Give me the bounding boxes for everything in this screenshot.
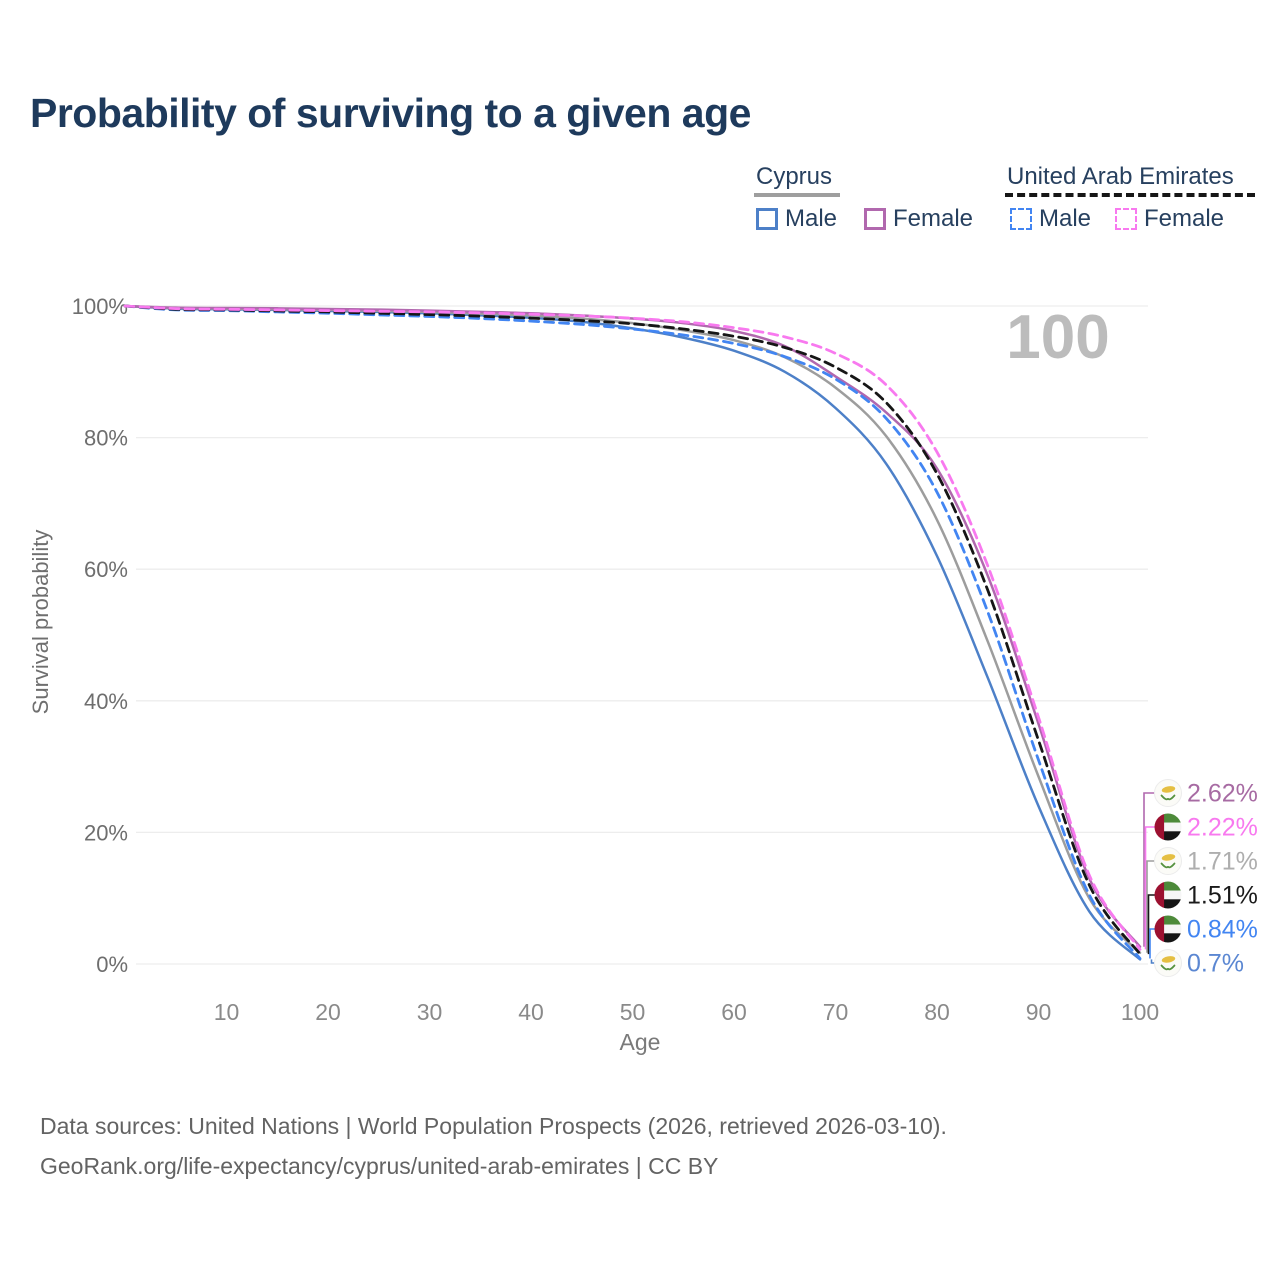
uae-female-swatch-icon bbox=[1115, 208, 1137, 230]
cyprus-solid-line-swatch bbox=[754, 193, 840, 197]
legend-label: Male bbox=[1039, 205, 1092, 232]
y-tick-label: 80% bbox=[84, 426, 128, 451]
chart-legend: Cyprus United Arab Emirates Male Female … bbox=[0, 0, 1280, 250]
end-label-cyprus-female: 2.62% bbox=[1187, 780, 1258, 808]
y-tick-label: 20% bbox=[84, 820, 128, 845]
cyprus-male-swatch-icon bbox=[756, 208, 778, 230]
legend-label: Male bbox=[785, 205, 838, 232]
legend-item-cyprus-male[interactable]: Male bbox=[756, 205, 837, 233]
age-counter-watermark: 100 bbox=[1006, 303, 1109, 372]
end-label-cyprus-male: 0.7% bbox=[1187, 950, 1244, 978]
chart-title: Probability of surviving to a given age bbox=[30, 90, 751, 136]
leader-line-uae-male bbox=[1149, 928, 1155, 959]
uae-flag-icon bbox=[1154, 881, 1182, 909]
legend-label: Female bbox=[1144, 205, 1225, 232]
uae-flag-icon bbox=[1154, 915, 1182, 943]
footer: Data sources: United Nations | World Pop… bbox=[40, 1106, 947, 1186]
leader-line-cyprus-male bbox=[1150, 959, 1155, 964]
series-line-cyprus-male bbox=[123, 304, 1142, 961]
y-tick-label: 60% bbox=[84, 557, 128, 582]
x-axis-ticks: 10 20 30 40 50 60 70 80 90 100 bbox=[214, 999, 1159, 1025]
legend-item-uae-female[interactable]: Female bbox=[1115, 205, 1224, 233]
leader-line-uae-total bbox=[1147, 894, 1155, 955]
end-value-labels: 2.62% 2.22% 1.71% 1.51% 0.84% 0.7% bbox=[1143, 779, 1258, 978]
x-tick-label: 20 bbox=[315, 999, 341, 1025]
legend-item-cyprus-female[interactable]: Female bbox=[864, 205, 973, 233]
x-tick-label: 40 bbox=[518, 999, 544, 1025]
end-label-cyprus-total: 1.71% bbox=[1187, 848, 1258, 876]
end-label-uae-male: 0.84% bbox=[1187, 916, 1258, 944]
leader-line-cyprus-female bbox=[1143, 792, 1155, 947]
leader-line-uae-female bbox=[1144, 826, 1155, 950]
x-tick-label: 10 bbox=[214, 999, 240, 1025]
x-tick-label: 100 bbox=[1121, 999, 1159, 1025]
legend-label: Female bbox=[893, 205, 974, 232]
legend-group-cyprus-label: Cyprus bbox=[756, 163, 833, 190]
x-tick-label: 80 bbox=[924, 999, 950, 1025]
footer-url: GeoRank.org/life-expectancy/cyprus/unite… bbox=[40, 1153, 719, 1179]
legend-group-uae-label: United Arab Emirates bbox=[1007, 163, 1234, 190]
footer-sources: Data sources: United Nations | World Pop… bbox=[40, 1113, 947, 1139]
series-line-uae-female bbox=[123, 304, 1142, 951]
cyprus-flag-icon bbox=[1154, 949, 1182, 977]
cyprus-flag-icon bbox=[1154, 847, 1182, 875]
end-label-uae-total: 1.51% bbox=[1187, 882, 1258, 910]
x-tick-label: 90 bbox=[1026, 999, 1052, 1025]
series-line-uae-total bbox=[123, 304, 1142, 956]
series-line-cyprus-female bbox=[123, 304, 1142, 949]
y-tick-label: 0% bbox=[96, 952, 128, 977]
uae-dashed-line-swatch bbox=[1005, 193, 1255, 197]
y-axis-title: Survival probability bbox=[28, 530, 53, 715]
y-tick-label: 40% bbox=[84, 689, 128, 714]
series-lines bbox=[123, 304, 1142, 961]
uae-flag-icon bbox=[1154, 813, 1182, 841]
cyprus-flag-icon bbox=[1154, 779, 1182, 807]
x-tick-label: 50 bbox=[620, 999, 646, 1025]
uae-male-swatch-icon bbox=[1010, 208, 1032, 230]
x-tick-label: 60 bbox=[721, 999, 747, 1025]
x-axis-title: Age bbox=[620, 1029, 661, 1055]
y-tick-label: 100% bbox=[72, 294, 128, 319]
x-tick-label: 70 bbox=[823, 999, 849, 1025]
gridlines: 100% 80% 60% 40% 20% 0% bbox=[72, 294, 1148, 977]
series-line-cyprus-total bbox=[123, 304, 1142, 954]
series-line-uae-male bbox=[123, 304, 1142, 960]
legend-item-uae-male[interactable]: Male bbox=[1010, 205, 1091, 233]
leader-line-cyprus-total bbox=[1146, 860, 1155, 953]
end-label-uae-female: 2.22% bbox=[1187, 814, 1258, 842]
cyprus-female-swatch-icon bbox=[864, 208, 886, 230]
x-tick-label: 30 bbox=[417, 999, 443, 1025]
